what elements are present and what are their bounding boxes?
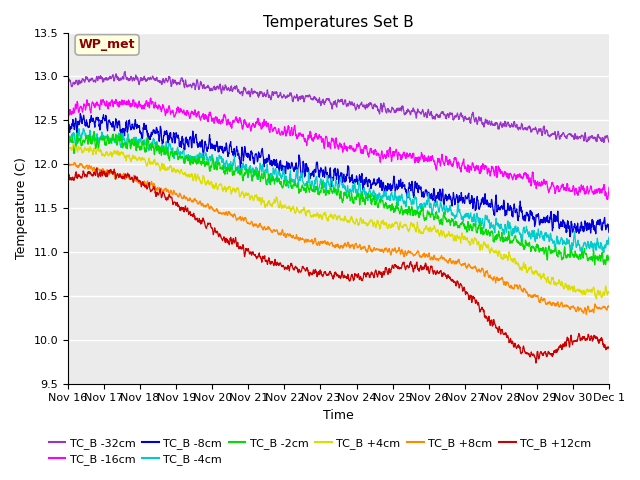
TC_B -32cm (600, 140, 608, 145)
TC_B -4cm (313, 177, 321, 183)
TC_B +4cm (605, 290, 613, 296)
TC_B +4cm (589, 284, 597, 290)
TC_B -8cm (92, 116, 100, 121)
TC_B -4cm (490, 226, 498, 231)
TC_B -2cm (313, 187, 321, 192)
TC_B +4cm (64, 148, 72, 154)
TC_B -16cm (589, 191, 597, 197)
Line: TC_B -2cm: TC_B -2cm (68, 132, 609, 265)
TC_B +12cm (64, 176, 72, 181)
TC_B +8cm (605, 303, 613, 309)
TC_B -4cm (328, 176, 335, 181)
TC_B -8cm (64, 124, 72, 130)
TC_B +12cm (92, 173, 99, 179)
TC_B +4cm (328, 213, 335, 218)
Line: TC_B -8cm: TC_B -8cm (68, 114, 609, 237)
TC_B +8cm (64, 163, 72, 168)
TC_B -4cm (566, 252, 574, 257)
TC_B -16cm (147, 95, 155, 101)
TC_B -32cm (589, 136, 597, 142)
TC_B +8cm (490, 274, 498, 279)
Line: TC_B -16cm: TC_B -16cm (68, 98, 609, 199)
TC_B -16cm (328, 137, 335, 143)
TC_B -2cm (64, 141, 72, 147)
TC_B -32cm (64, 78, 72, 84)
Line: TC_B -4cm: TC_B -4cm (68, 129, 609, 254)
TC_B -16cm (92, 103, 99, 109)
Title: Temperatures Set B: Temperatures Set B (263, 15, 414, 30)
TC_B -4cm (92, 135, 100, 141)
TC_B -8cm (566, 234, 574, 240)
TC_B +12cm (589, 333, 597, 339)
X-axis label: Time: Time (323, 409, 354, 422)
Y-axis label: Temperature (C): Temperature (C) (15, 157, 28, 259)
TC_B -2cm (591, 262, 598, 268)
TC_B +12cm (590, 333, 598, 339)
Line: TC_B +8cm: TC_B +8cm (68, 163, 609, 314)
TC_B -4cm (605, 234, 613, 240)
Text: WP_met: WP_met (79, 38, 135, 51)
Line: TC_B -32cm: TC_B -32cm (68, 72, 609, 143)
TC_B -32cm (605, 139, 613, 145)
TC_B -8cm (328, 184, 335, 190)
TC_B -4cm (590, 246, 598, 252)
TC_B -16cm (604, 196, 611, 202)
TC_B -16cm (589, 192, 597, 197)
TC_B -2cm (92, 145, 100, 151)
TC_B -8cm (313, 159, 321, 165)
TC_B +4cm (593, 296, 600, 302)
Line: TC_B +4cm: TC_B +4cm (68, 144, 609, 299)
TC_B -32cm (92, 79, 99, 85)
TC_B +12cm (93, 165, 100, 171)
TC_B +8cm (313, 241, 321, 247)
TC_B -8cm (589, 227, 597, 232)
TC_B -16cm (64, 112, 72, 118)
TC_B +4cm (490, 249, 498, 255)
TC_B -16cm (605, 184, 613, 190)
TC_B -4cm (79, 126, 87, 132)
TC_B +8cm (71, 160, 79, 166)
TC_B +8cm (328, 240, 335, 245)
TC_B -8cm (490, 211, 498, 216)
TC_B +8cm (92, 167, 100, 173)
TC_B -32cm (313, 98, 321, 104)
TC_B +12cm (328, 271, 335, 277)
TC_B -32cm (589, 135, 597, 141)
Line: TC_B +12cm: TC_B +12cm (68, 168, 609, 363)
TC_B -2cm (328, 187, 335, 193)
TC_B +12cm (490, 319, 498, 325)
TC_B -8cm (605, 229, 613, 235)
TC_B +8cm (590, 310, 598, 316)
TC_B +4cm (92, 151, 100, 157)
TC_B -32cm (328, 102, 335, 108)
TC_B -16cm (490, 171, 498, 177)
TC_B -32cm (122, 69, 129, 74)
TC_B +4cm (70, 141, 77, 146)
TC_B -4cm (589, 247, 597, 253)
TC_B -2cm (90, 129, 98, 134)
TC_B +12cm (605, 345, 613, 351)
TC_B -2cm (490, 238, 498, 243)
TC_B -32cm (490, 122, 498, 128)
TC_B +8cm (589, 310, 597, 315)
TC_B +4cm (313, 211, 321, 216)
TC_B -2cm (589, 248, 597, 253)
Legend: TC_B -32cm, TC_B -16cm, TC_B -8cm, TC_B -4cm, TC_B -2cm, TC_B +4cm, TC_B +8cm, T: TC_B -32cm, TC_B -16cm, TC_B -8cm, TC_B … (44, 433, 596, 469)
TC_B +12cm (313, 274, 321, 279)
TC_B -8cm (590, 223, 598, 228)
TC_B +8cm (582, 312, 590, 317)
TC_B -2cm (605, 253, 613, 259)
TC_B -2cm (589, 250, 597, 256)
TC_B -4cm (64, 144, 72, 149)
TC_B -16cm (313, 134, 321, 140)
TC_B -8cm (76, 111, 84, 117)
TC_B +4cm (589, 285, 597, 290)
TC_B +12cm (532, 360, 540, 366)
